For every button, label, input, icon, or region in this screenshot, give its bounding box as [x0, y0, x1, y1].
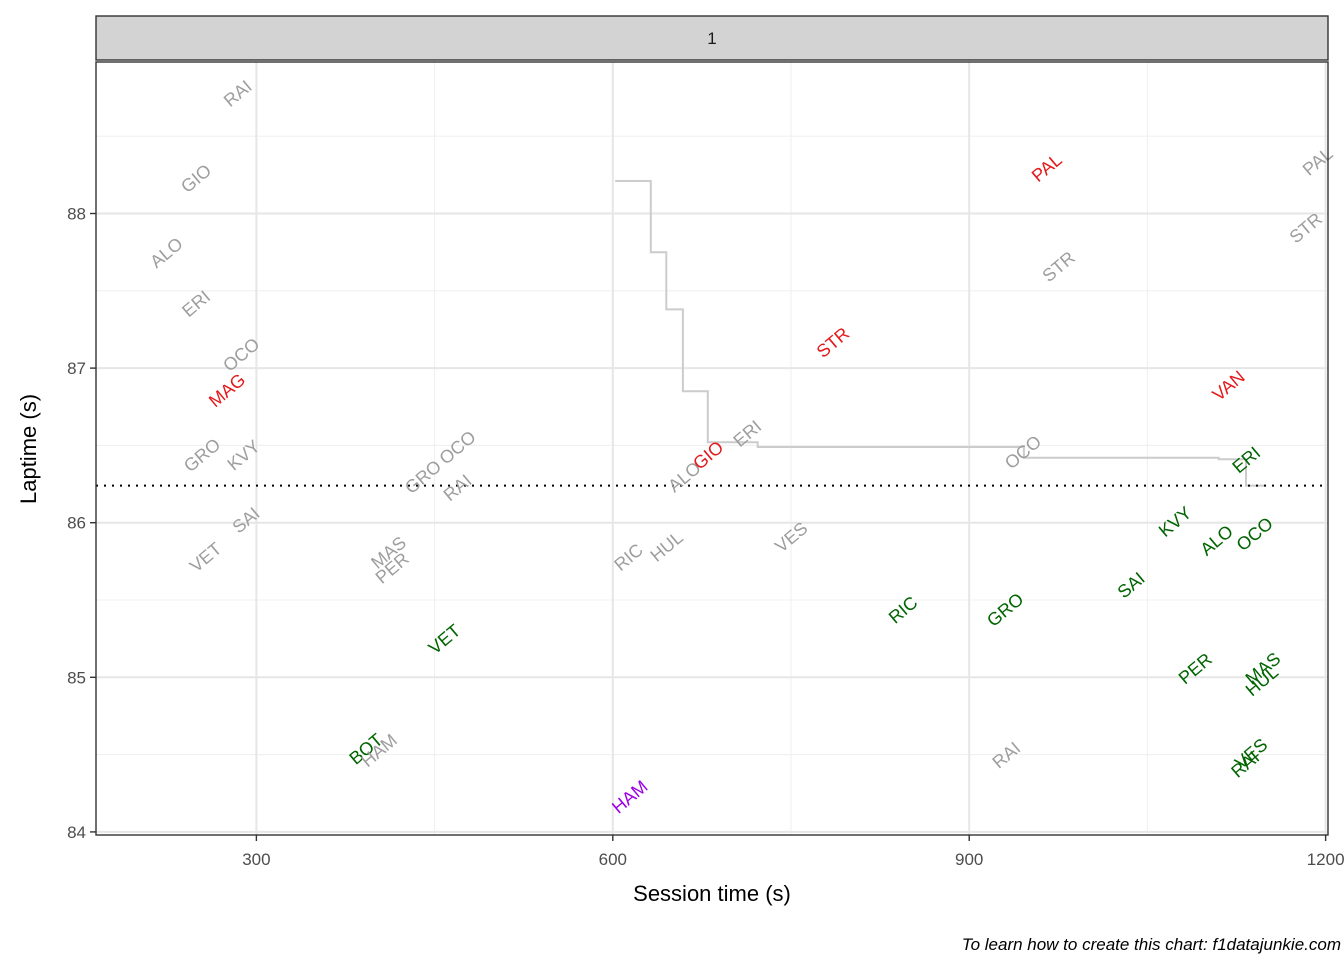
plot-border	[95, 61, 1329, 836]
facet-strip-background	[95, 15, 1329, 61]
x-axis-title: Session time (s)	[633, 881, 791, 906]
y-tick-label: 85	[67, 668, 86, 687]
step-line-layer	[615, 180, 1267, 487]
x-tick-label: 300	[242, 850, 270, 869]
y-tick-label: 86	[67, 514, 86, 533]
y-tick-label: 84	[67, 823, 86, 842]
y-axis-title: Laptime (s)	[16, 394, 41, 504]
y-tick-label: 88	[67, 205, 86, 224]
x-tick-label: 600	[599, 850, 627, 869]
facet-strip: 1	[95, 15, 1329, 61]
best-lap-step-line	[615, 180, 1267, 487]
grid-major	[96, 62, 1328, 835]
y-tick-label: 87	[67, 359, 86, 378]
x-tick-label: 900	[955, 850, 983, 869]
plot-background	[96, 62, 1328, 835]
x-tick-label: 1200	[1307, 850, 1344, 869]
x-axis-ticks: 300 600 900 1200	[242, 835, 1344, 869]
grid-minor	[96, 62, 1328, 835]
facet-strip-label: 1	[707, 29, 716, 48]
chart-caption: To learn how to create this chart: f1dat…	[962, 935, 1341, 954]
y-axis-ticks: 84 85 86 87 88	[67, 205, 96, 842]
